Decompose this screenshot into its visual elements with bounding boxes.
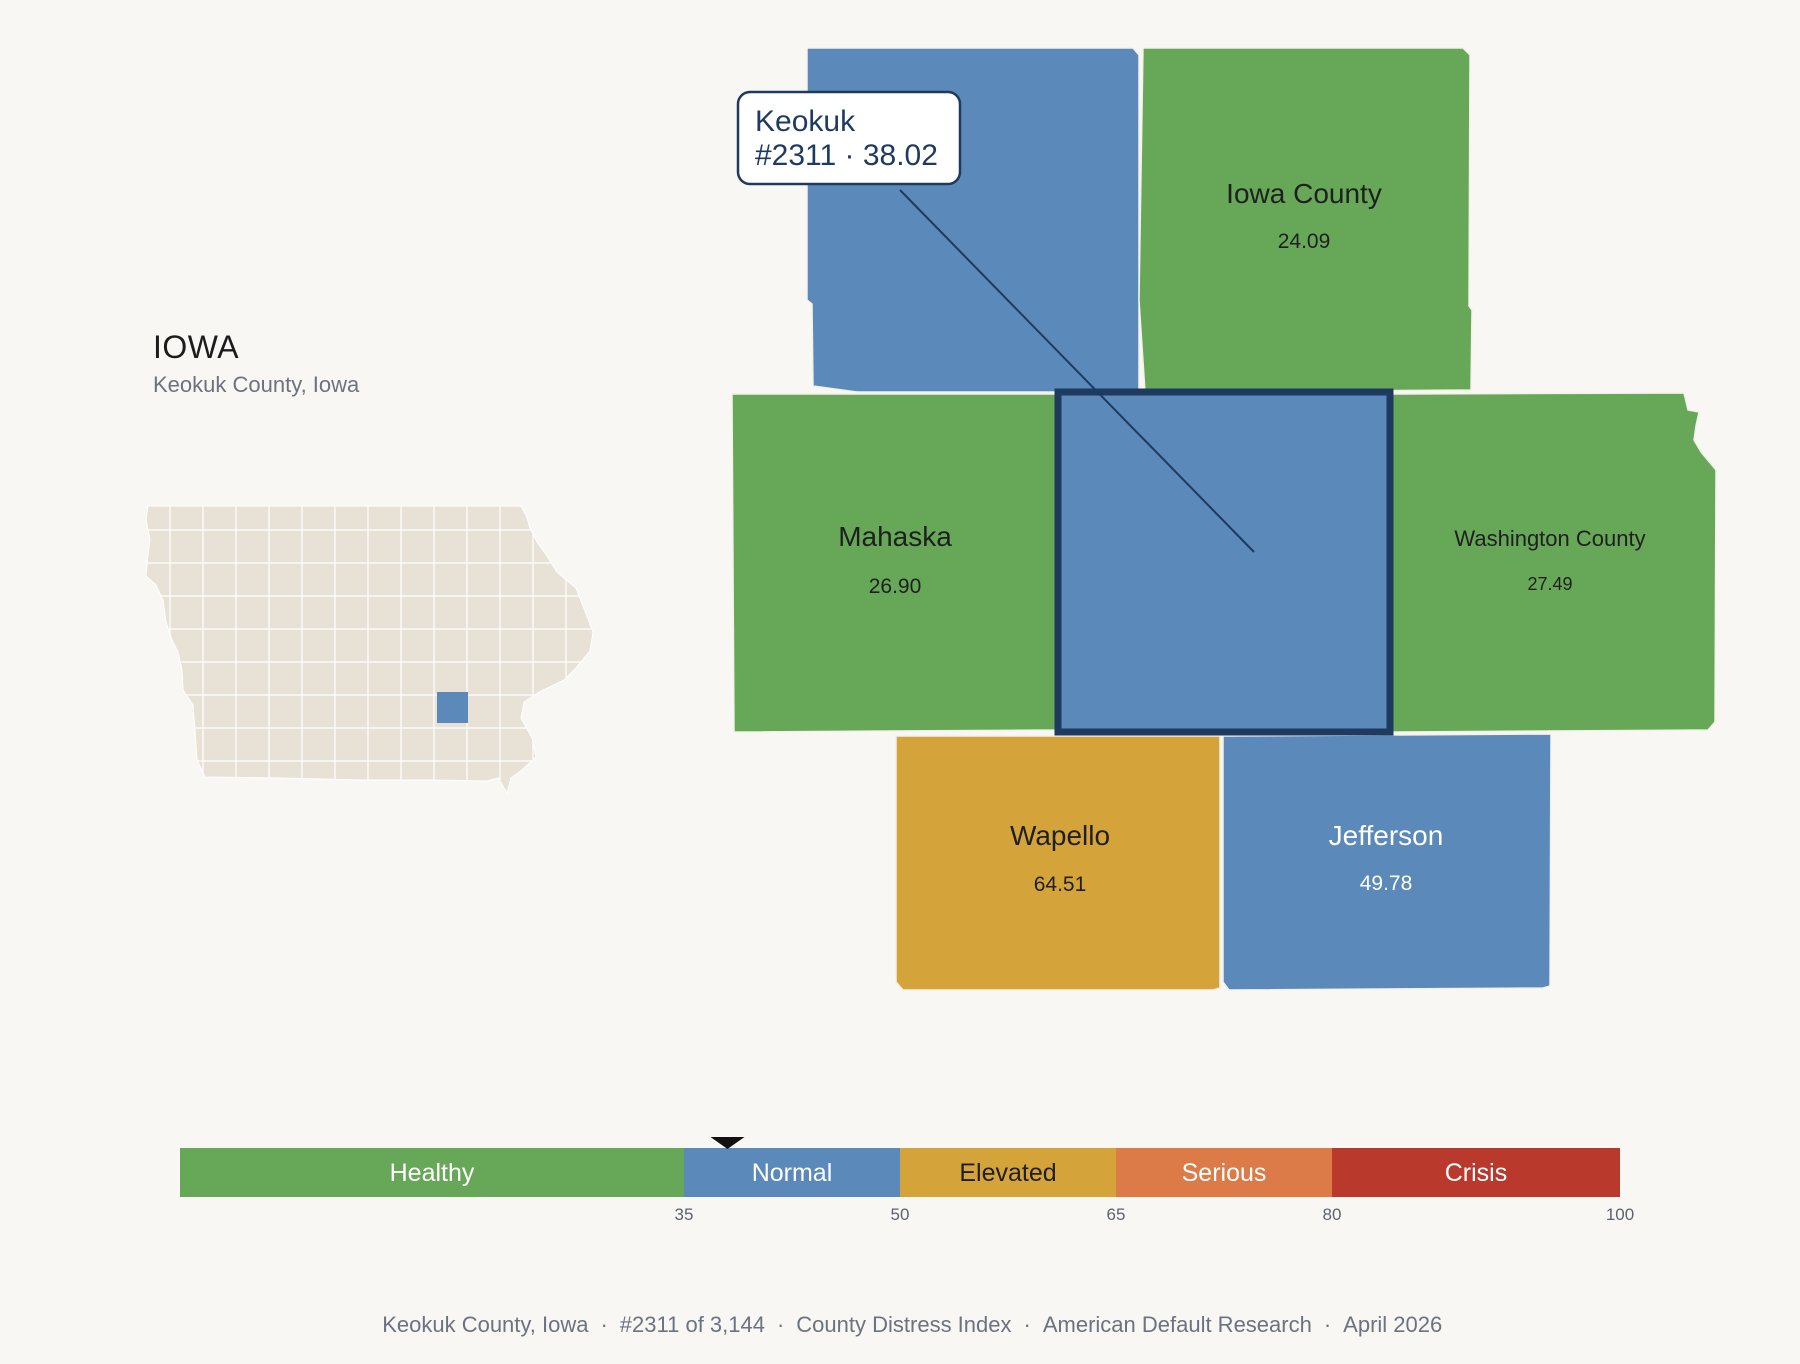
- state-title: IOWA: [153, 329, 240, 365]
- callout-leader-line: [899, 189, 1255, 553]
- county-shape-keokuk[interactable]: [1054, 388, 1394, 736]
- legend-label-elevated: Elevated: [959, 1159, 1056, 1187]
- county-labels: Iowa County 24.09 Mahaska 26.90 Washingt…: [838, 178, 1645, 896]
- legend-tick: 50: [891, 1205, 910, 1224]
- county-value-iowa: 24.09: [1278, 230, 1331, 253]
- county-label-wapello: Wapello: [1010, 820, 1110, 851]
- county-value-wapello: 64.51: [1034, 873, 1087, 896]
- legend-label-serious: Serious: [1182, 1159, 1267, 1187]
- footer-date: April 2026: [1343, 1312, 1443, 1337]
- footer-rank: #2311 of 3,144: [619, 1312, 765, 1337]
- footer-source: American Default Research: [1042, 1312, 1312, 1337]
- focus-callout: Keokuk #2311 · 38.02: [736, 90, 962, 186]
- county-label-mahaska: Mahaska: [838, 521, 952, 552]
- county-shape-washington[interactable]: [1389, 392, 1717, 733]
- scale-marker: [710, 1137, 745, 1149]
- footer-sep: ·: [1023, 1312, 1031, 1337]
- county-label-iowa: Iowa County: [1226, 178, 1382, 209]
- neighbor-map: [731, 47, 1717, 991]
- locator-keokuk: [437, 692, 468, 723]
- legend-tick: 35: [675, 1205, 694, 1224]
- county-value-mahaska: 26.90: [869, 575, 922, 598]
- county-shape-wapello[interactable]: [895, 735, 1221, 991]
- legend-segment-elevated: [900, 1148, 1116, 1197]
- footer-sep: ·: [1323, 1312, 1332, 1337]
- state-outline: [145, 505, 594, 795]
- county-shape-iowa[interactable]: [1138, 47, 1473, 393]
- callout-box: [736, 90, 962, 186]
- county-shape-jefferson[interactable]: [1222, 733, 1552, 991]
- callout-rank-score: #2311 · 38.02: [755, 139, 938, 172]
- county-grid: [146, 506, 593, 780]
- county-label-washington: Washington County: [1454, 526, 1645, 551]
- legend-segment-healthy: [180, 1148, 684, 1197]
- legend-label-crisis: Crisis: [1445, 1159, 1508, 1187]
- legend-segment-crisis: [1332, 1148, 1620, 1197]
- county-shape-mahaska[interactable]: [731, 393, 1058, 733]
- state-locator-map: [145, 505, 594, 795]
- legend-segment-normal: [684, 1148, 900, 1197]
- footer-index: County Distress Index: [796, 1312, 1012, 1337]
- legend-tick: 65: [1107, 1205, 1126, 1224]
- county-value-jefferson: 49.78: [1360, 872, 1413, 895]
- legend-label-normal: Normal: [752, 1159, 833, 1187]
- legend-label-healthy: Healthy: [390, 1159, 475, 1187]
- footer-county: Keokuk County, Iowa: [382, 1312, 589, 1337]
- state-subtitle: Keokuk County, Iowa: [153, 372, 360, 397]
- legend-tick: 100: [1606, 1205, 1634, 1224]
- county-value-washington: 27.49: [1527, 574, 1572, 594]
- footer-caption: Keokuk County, Iowa · #2311 of 3,144 · Count…: [0, 1286, 1800, 1364]
- county-label-jefferson: Jefferson: [1329, 820, 1444, 851]
- footer-sep: ·: [776, 1312, 785, 1337]
- legend-segment-serious: [1116, 1148, 1332, 1197]
- footer-sep: ·: [600, 1312, 608, 1337]
- callout-county-name: Keokuk: [755, 105, 856, 138]
- legend-scale: Healthy Normal Elevated Serious Crisis 35 50 6…: [180, 1137, 1634, 1224]
- legend-tick: 80: [1323, 1205, 1342, 1224]
